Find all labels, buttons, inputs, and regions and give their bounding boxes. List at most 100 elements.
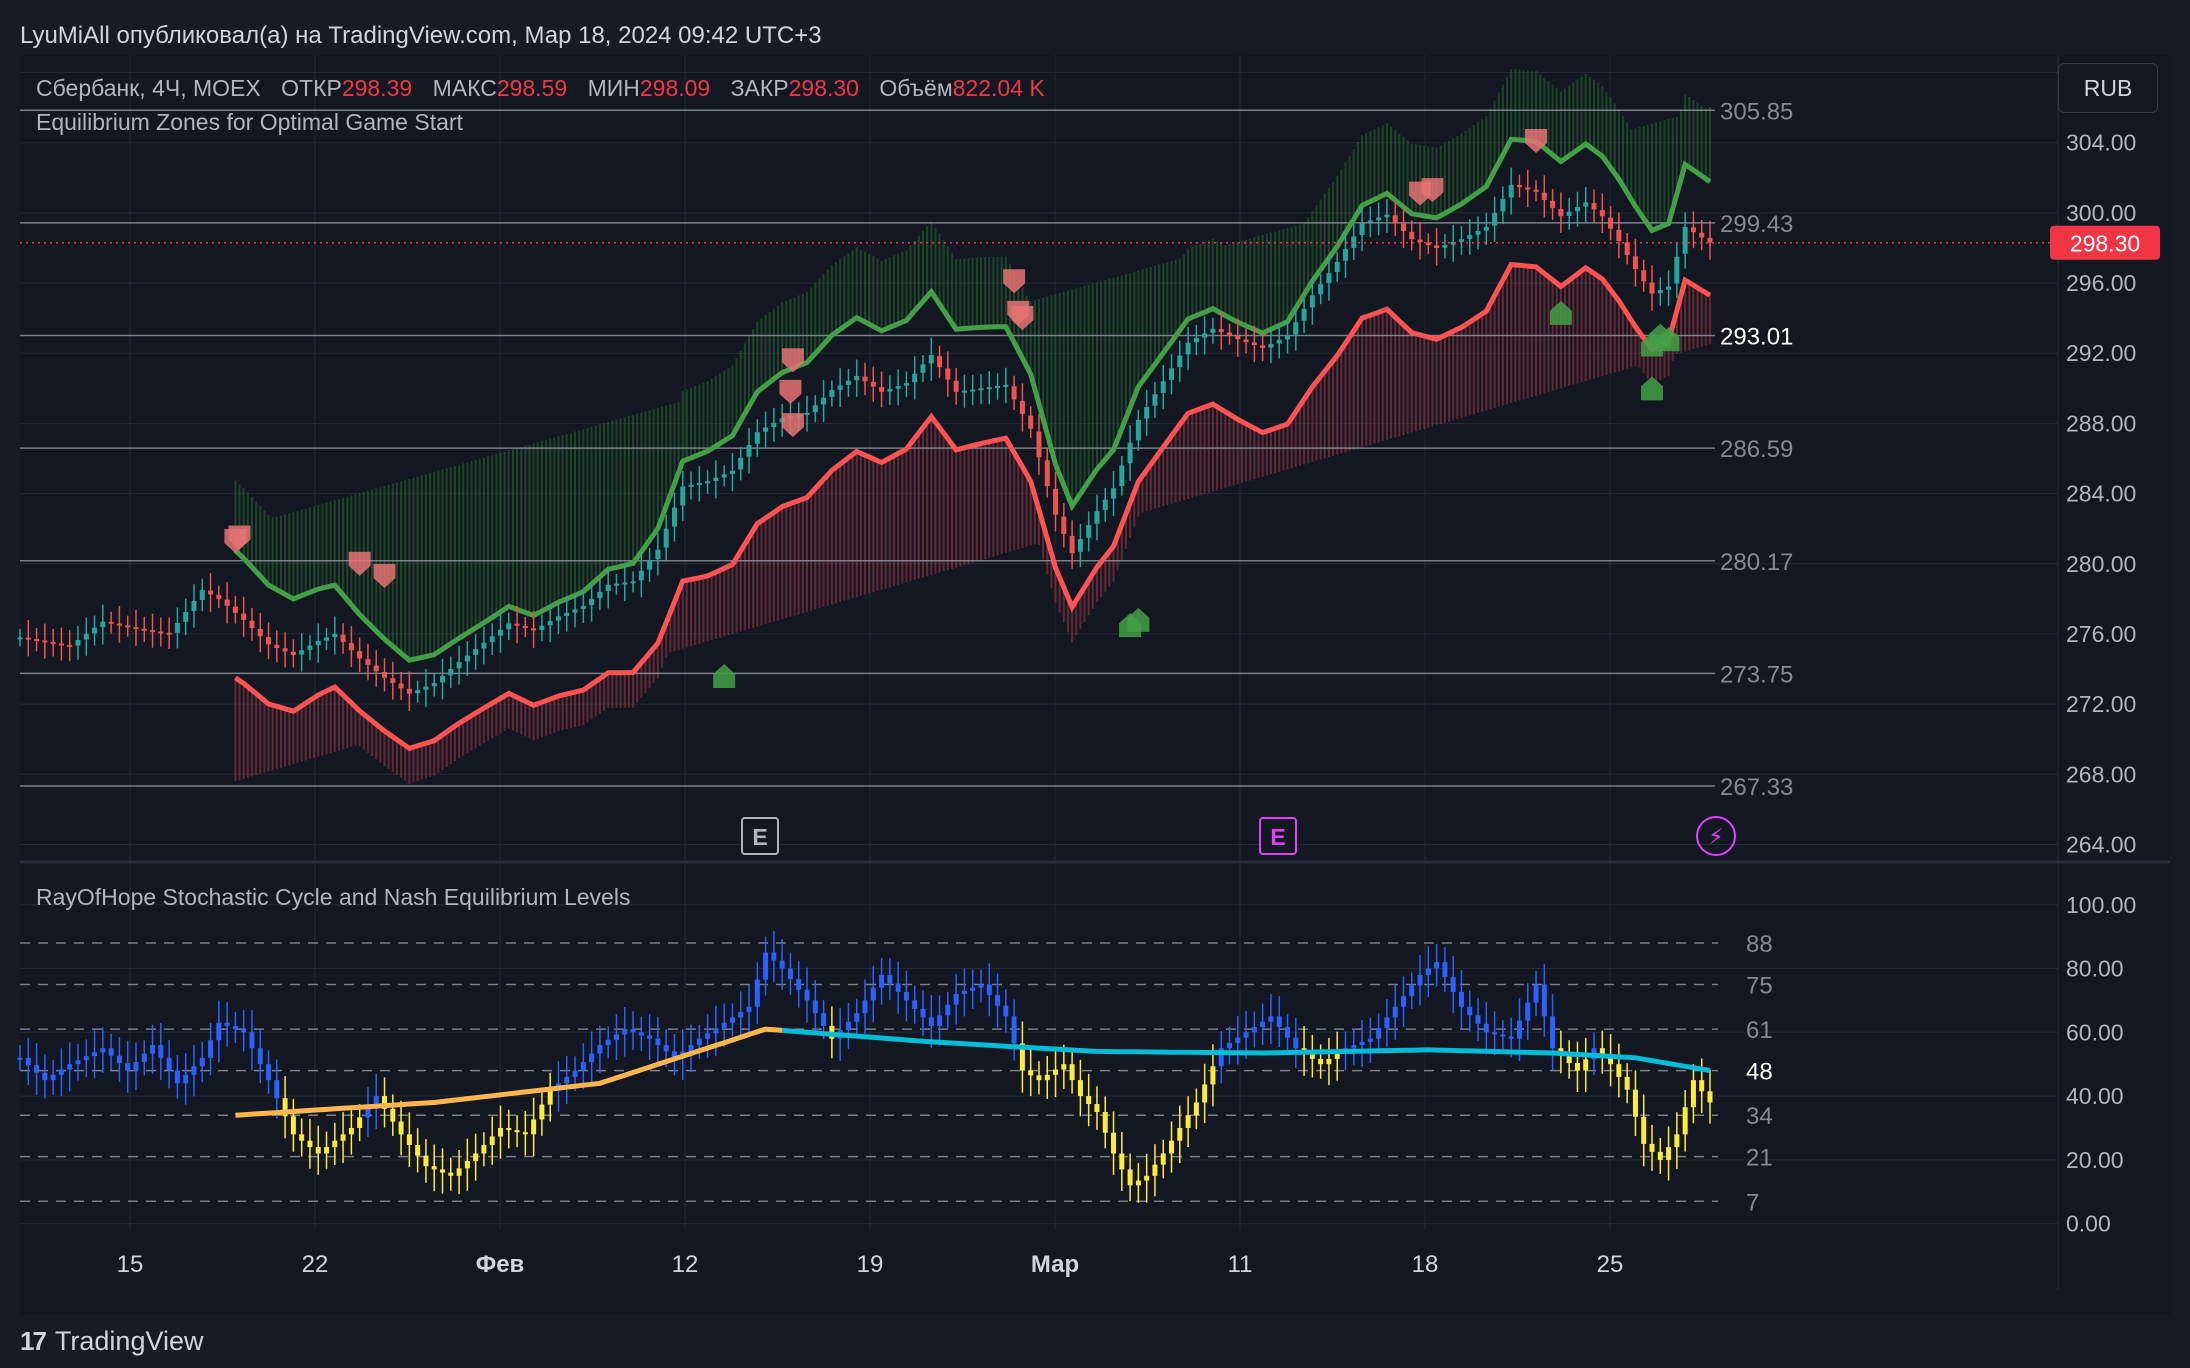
earnings-icon[interactable] [741,817,779,855]
osc-tick-5: 0.00 [2066,1211,2111,1237]
indicator-sub-title[interactable]: RayOfHope Stochastic Cycle and Nash Equi… [36,884,631,910]
stoch-bar [970,987,976,991]
candle-body [862,376,868,382]
bearish-signal-marker[interactable] [348,551,371,576]
dividend-icon[interactable] [1696,816,1736,856]
candle-body [978,388,984,391]
bullish-signal-marker[interactable] [1549,300,1572,325]
candle-body [415,690,421,694]
candle-body [1467,235,1473,239]
stoch-bar [481,1144,487,1154]
stoch-bar [1483,1023,1489,1033]
candle-body [1260,345,1266,348]
stoch-bar [489,1136,495,1145]
bearish-signal-marker[interactable] [779,379,802,404]
candle-body [1641,270,1647,282]
stoch-bar [116,1055,122,1064]
bullish-signal-marker[interactable] [1641,376,1664,401]
candle-body [605,584,611,592]
bullish-signal-marker[interactable] [1657,327,1680,352]
stoch-bar [390,1108,396,1122]
stoch-bar [705,1033,711,1039]
indicator-main-title[interactable]: Equilibrium Zones for Optimal Game Start [36,109,463,135]
stoch-bar [1707,1091,1713,1103]
candle-body [1285,335,1290,340]
currency-button[interactable]: RUB [2058,63,2158,113]
stoch-bar [1624,1076,1630,1090]
tradingview-brand[interactable]: TradingView [54,1325,204,1356]
candle-body [1169,368,1175,381]
candle-body [1202,333,1208,338]
candle-body [912,373,918,383]
stoch-bar [464,1160,470,1169]
candle-body [489,636,495,643]
candle-body [282,648,288,652]
stoch-bar [1657,1151,1663,1160]
stoch-bar [1516,1020,1522,1039]
stoch-bar [1218,1048,1224,1067]
stoch-bar [199,1057,205,1067]
stoch-bar [978,984,984,988]
stoch-bar [1185,1115,1191,1128]
osc-tick-3: 40.00 [2066,1083,2124,1109]
bearish-signal-marker[interactable] [228,525,251,550]
price-tick-10: 268.00 [2066,761,2136,787]
candle-body [845,380,851,385]
candle-body [1558,209,1564,217]
dividend-icon-glyph: ⚡ [1708,824,1723,849]
legend-open-label: ОТКР [281,75,342,101]
stoch-bar [522,1132,528,1135]
stoch-bar [1318,1058,1324,1065]
stoch-bar [1227,1042,1233,1049]
stoch-bar [1409,985,1415,997]
bearish-signal-marker[interactable] [781,348,804,373]
stoch-bar [307,1140,313,1148]
legend-volume-value: 822.04 K [952,75,1045,101]
bearish-signal-marker[interactable] [1421,178,1444,203]
current-price-badge[interactable] [2050,225,2160,260]
candle-body [92,627,98,634]
stoch-bar [373,1096,379,1107]
stoch-bar [249,1032,255,1049]
candle-body [1334,262,1340,273]
stoch-bar [1293,1037,1299,1049]
candle-body [638,570,644,581]
stoch-bar [605,1039,611,1046]
stoch-bar [1268,1016,1274,1022]
candle-body [1442,245,1448,248]
candle-body [473,649,479,655]
candle-body [1053,488,1059,515]
stoch-bar [423,1155,429,1167]
legend-symbol[interactable]: Сбербанк, 4Ч, MOEX [36,75,261,101]
candle-body [398,683,404,689]
candle-body [456,662,462,669]
stoch-bar [1550,1016,1556,1049]
candle-body [1533,189,1539,192]
stoch-bar [315,1147,321,1154]
osc-tick-4: 20.00 [2066,1147,2124,1173]
candle-body [348,642,354,651]
stoch-bar [986,984,992,996]
stoch-bar [42,1072,48,1081]
stoch-bar [1367,1038,1373,1042]
candle-body [705,481,711,484]
stoch-bar [1682,1107,1688,1135]
bearish-signal-marker[interactable] [1011,306,1034,331]
candle-body [1036,431,1042,458]
stoch-bar [1574,1063,1580,1071]
bullish-signal-marker[interactable] [713,664,736,689]
earnings-icon[interactable] [1259,817,1297,855]
bearish-signal-marker[interactable] [781,413,804,438]
bearish-signal-marker[interactable] [1003,269,1026,294]
osc-level-label-2: 61 [1746,1017,1773,1044]
bullish-signal-marker[interactable] [1127,607,1150,632]
tradingview-logo-icon[interactable]: 17 [20,1325,47,1356]
bearish-signal-marker[interactable] [1525,128,1548,153]
candle-body [1392,215,1398,223]
candle-body [1699,232,1705,238]
legend-close-value: 298.30 [788,75,859,101]
bearish-signal-marker[interactable] [373,564,396,589]
stoch-bar [224,1022,230,1026]
stoch-bar [25,1057,31,1066]
